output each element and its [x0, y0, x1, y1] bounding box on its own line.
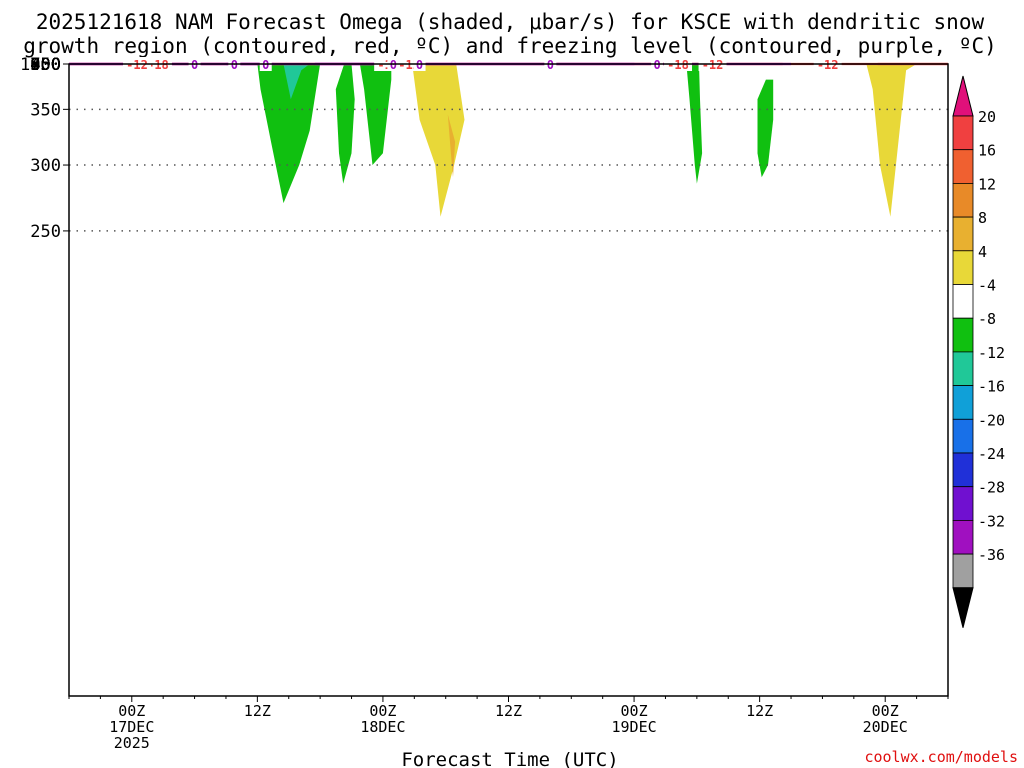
x-tick-label-5: 12Z [746, 702, 773, 720]
colorbar-label-11: -28 [978, 479, 1005, 497]
contour-label-1: -12 [126, 58, 148, 72]
omega-shading [252, 64, 948, 217]
contour-label-7: 0 [191, 58, 198, 72]
omega-region-4 [412, 64, 465, 217]
x-axis-label: Forecast Time (UTC) [401, 749, 618, 768]
x-tick-label-1: 12Z [244, 702, 271, 720]
contour-label-6: -12 [817, 58, 839, 72]
contour-label-4: -18 [667, 58, 689, 72]
colorbar-label-0: 20 [978, 108, 996, 126]
contour-label-9: 0 [653, 58, 660, 72]
colorbar-segment-10 [952, 452, 974, 488]
omega-region-0 [252, 64, 331, 204]
colorbar-segment-2 [952, 182, 974, 218]
colorbar-label-4: 4 [978, 243, 987, 261]
contour-label-13: 0 [262, 58, 269, 72]
omega-region-12 [660, 64, 706, 184]
colorbar-label-12: -32 [978, 512, 1005, 530]
y-tick-label-950: 950 [30, 55, 61, 75]
title-line-1: 2025121618 NAM Forecast Omega (shaded, μ… [36, 10, 985, 34]
y-tick-label-550: 550 [30, 55, 61, 75]
colorbar-segment-6 [952, 317, 974, 353]
y-tick-label-350: 350 [30, 100, 61, 120]
credit-text: coolwx.com/models [864, 748, 1018, 766]
colorbar-segment-9 [952, 418, 974, 454]
contour-label-0: -18 [147, 58, 169, 72]
colorbar: 20 16 12 8 4 -4 -8 -12 -16 -20 -24 -28 -32 -36 [952, 75, 1005, 628]
colorbar-label-10: -24 [978, 445, 1005, 463]
y-tick-label-850: 850 [30, 55, 61, 75]
x-tick-label-6: 00Z 20DEC [863, 702, 908, 736]
colorbar-segment-8 [952, 385, 974, 420]
x-tick-label-3: 12Z [495, 702, 522, 720]
colorbar-label-1: 16 [978, 142, 996, 160]
omega-region-2 [335, 64, 355, 184]
x-tick-label-0: 00Z 17DEC 2025 [109, 702, 154, 752]
y-tick-label-450: 450 [30, 55, 61, 75]
colorbar-label-3: 8 [978, 209, 987, 227]
colorbar-top-arrow [952, 75, 974, 117]
time-axis: 00Z 17DEC 2025 12Z 00Z 18DEC 12Z 00Z 19DEC 12Z 00Z… [68, 696, 949, 752]
colorbar-segment-3 [952, 216, 974, 252]
y-tick-label-750: 750 [30, 55, 61, 75]
contour-label-10: 0 [231, 58, 238, 72]
omega-region-5 [447, 114, 456, 178]
y-tick-label-650: 650 [30, 55, 61, 75]
colorbar-segment-4 [952, 250, 974, 285]
colorbar-label-7: -12 [978, 344, 1005, 362]
colorbar-segment-0 [952, 115, 974, 151]
omega-region-1 [278, 64, 310, 100]
x-tick-label-4: 00Z 19DEC [611, 702, 656, 736]
y-tick-label-700: 700 [30, 55, 61, 75]
contour-label-12: 0 [390, 58, 397, 72]
colorbar-label-9: -20 [978, 411, 1005, 429]
y-tick-label-400: 400 [30, 55, 61, 75]
plot-background [69, 64, 948, 696]
chart-title: 2025121618 NAM Forecast Omega (shaded, μ… [23, 10, 997, 58]
contour-label-11: 0 [547, 58, 554, 72]
y-tick-label-250: 250 [30, 222, 61, 242]
colorbar-segment-7 [952, 351, 974, 386]
colorbar-segment-13 [952, 553, 974, 589]
omega-region-26 [853, 64, 948, 217]
omega-region-15 [757, 79, 774, 178]
colorbar-segment-1 [952, 149, 974, 184]
omega-region-3 [359, 64, 392, 165]
contour-label-8: 0 [416, 58, 423, 72]
colorbar-segment-5 [952, 284, 974, 319]
colorbar-label-2: 12 [978, 175, 996, 193]
y-tick-label-1000: 1000 [20, 55, 61, 75]
title-line-2: growth region (contoured, red, ºC) and f… [23, 34, 997, 58]
colorbar-segment-11 [952, 486, 974, 521]
x-tick-label-2: 00Z 18DEC [360, 702, 405, 736]
colorbar-label-6: -8 [978, 310, 996, 328]
y-tick-label-800: 800 [30, 55, 61, 75]
colorbar-segment-12 [952, 520, 974, 555]
colorbar-label-8: -16 [978, 378, 1005, 396]
y-tick-label-900: 900 [30, 55, 61, 75]
y-tick-label-500: 500 [30, 55, 61, 75]
contour-label-5: -12 [702, 58, 724, 72]
pressure-axis: 250 300 350 4004505005506006507007508008509… [20, 55, 69, 242]
y-tick-label-600: 600 [30, 55, 61, 75]
y-tick-label-300: 300 [30, 156, 61, 176]
colorbar-bottom-arrow [952, 587, 974, 628]
colorbar-label-5: -4 [978, 277, 996, 295]
colorbar-label-13: -36 [978, 546, 1005, 564]
